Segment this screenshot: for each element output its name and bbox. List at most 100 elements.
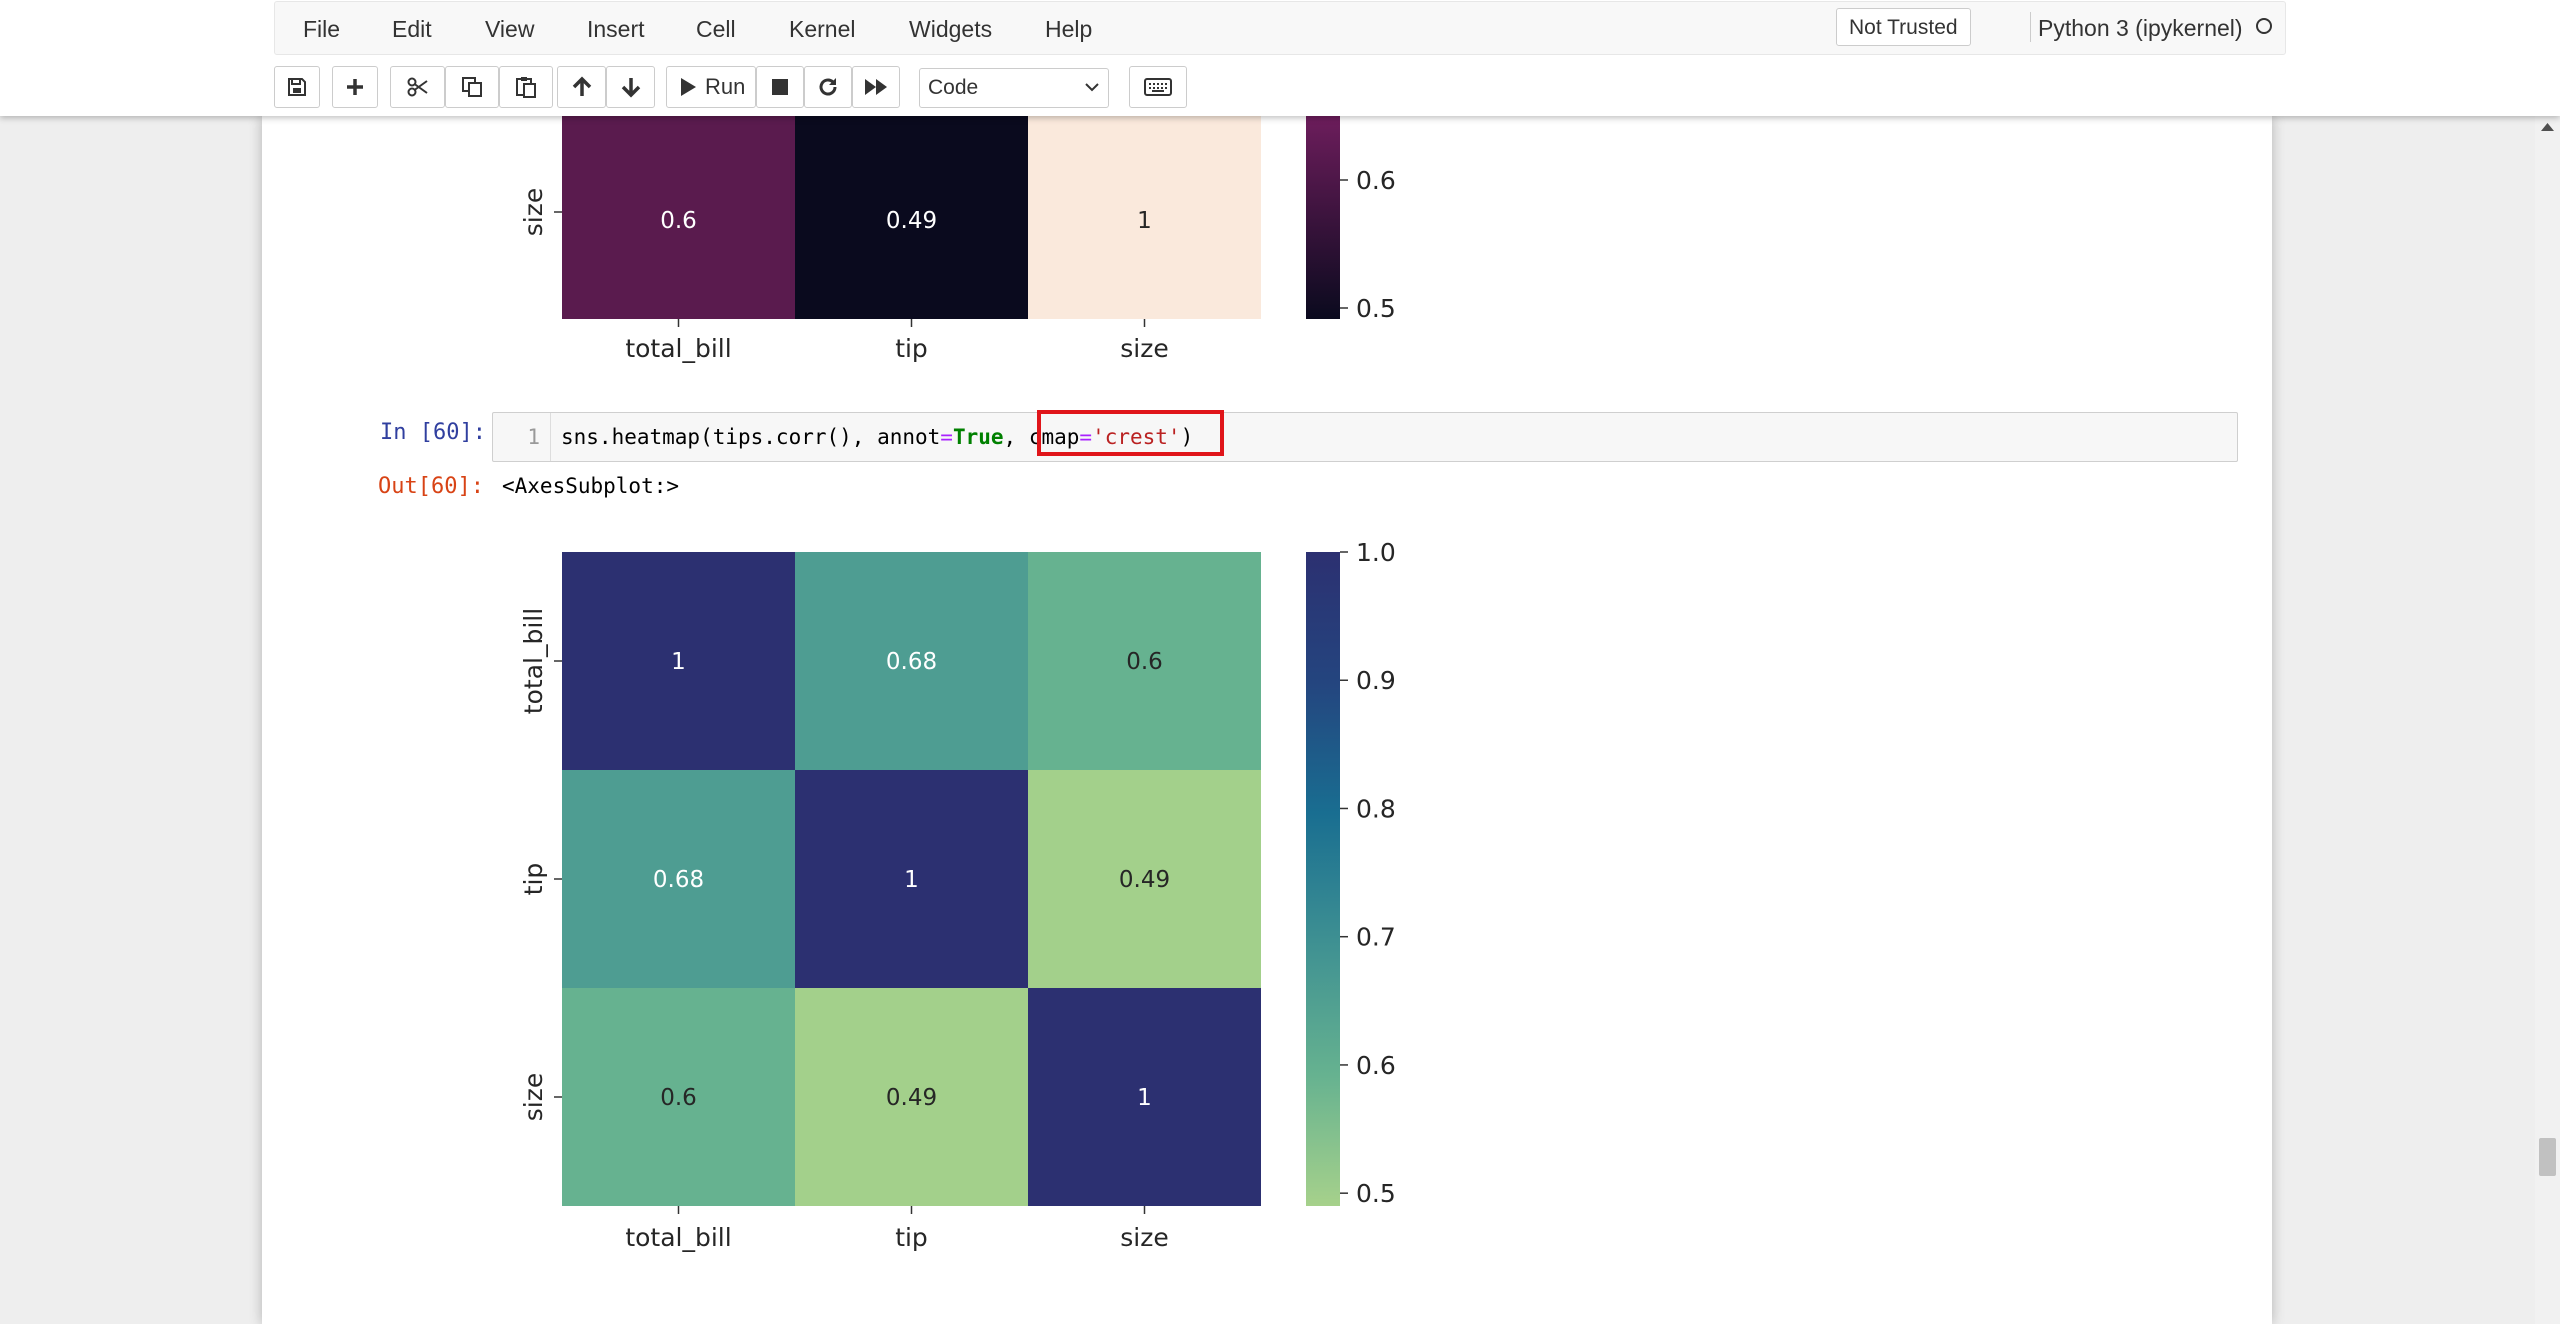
heatmap-cell-label: 0.49 [886, 1085, 937, 1111]
not-trusted-button[interactable]: Not Trusted [1836, 8, 1971, 46]
restart-run-all-button[interactable] [852, 66, 900, 108]
heatmap-cell-label: 0.6 [1126, 649, 1163, 675]
paste-button[interactable] [499, 66, 553, 108]
heatmap-cell-label: 0.68 [886, 649, 937, 675]
heatmap-cell-label: 0.68 [653, 867, 704, 893]
move-down-button[interactable] [606, 66, 655, 108]
kernel-separator [2030, 12, 2031, 42]
menu-cell[interactable]: Cell [696, 16, 736, 42]
heatmap-cell-label: 0.6 [660, 208, 697, 234]
colorbar-tick-label: 0.8 [1356, 794, 1396, 823]
plus-icon [347, 79, 363, 95]
heatmap-cell [795, 988, 1028, 1206]
x-tick-label: size [1120, 1223, 1168, 1252]
heatmap-cell-label: 0.6 [660, 1085, 697, 1111]
colorbar-tick-label: 0.6 [1356, 1051, 1396, 1080]
menu-kernel[interactable]: Kernel [789, 16, 856, 42]
code-true-keyword: True [952, 425, 1004, 449]
code-line[interactable]: sns.heatmap(tips.corr(), annot=True, cma… [561, 413, 1193, 461]
scrollbar-thumb[interactable] [2539, 1138, 2556, 1176]
notebook-container[interactable]: 0.6 0.49 1 0.6 0.5 total_bill tip size size In… [262, 116, 2272, 1324]
fast-forward-icon [865, 79, 887, 95]
heatmap-cell [562, 988, 795, 1206]
heatmap-cell [1028, 116, 1261, 319]
heatmap-cell [562, 116, 795, 319]
heatmap-cell-label: 1 [671, 649, 686, 675]
code-equals: = [940, 425, 953, 449]
y-tick-label: size [519, 1073, 548, 1121]
heatmap-cell [562, 770, 795, 988]
run-button[interactable]: Run [666, 66, 756, 108]
heatmap-cell [562, 552, 795, 770]
x-tick-label: total_bill [625, 334, 731, 363]
command-palette-button[interactable] [1129, 66, 1187, 108]
arrow-up-icon [572, 76, 591, 96]
copy-icon [462, 77, 482, 97]
menu-help[interactable]: Help [1045, 16, 1093, 42]
x-tick-label: size [1120, 334, 1168, 363]
heatmap-cell [795, 116, 1028, 319]
output-prompt: Out[60]: [378, 474, 484, 499]
insert-cell-button[interactable] [332, 66, 378, 108]
save-button[interactable] [274, 66, 320, 108]
heatmap-cell [795, 770, 1028, 988]
cell-type-select[interactable]: Code [919, 68, 1109, 108]
heatmap-cell [1028, 770, 1261, 988]
y-tick-label: tip [519, 863, 548, 896]
input-prompt: In [60]: [380, 420, 486, 445]
stop-icon [772, 79, 788, 95]
cell-type-value: Code [928, 76, 979, 99]
code-comma: , [1003, 425, 1029, 449]
heatmap-cell [1028, 552, 1261, 770]
y-tick-label: size [519, 188, 548, 236]
move-up-button[interactable] [557, 66, 606, 108]
code-crest-string: 'crest' [1092, 425, 1181, 449]
menu-bar: File Edit View Insert Cell Kernel Widget… [274, 1, 2286, 55]
colorbar [1306, 116, 1340, 319]
chevron-down-icon [1085, 83, 1099, 92]
menu-file[interactable]: File [303, 16, 341, 42]
save-icon [288, 78, 306, 96]
restart-icon [819, 78, 837, 96]
heatmap-cell-label: 0.49 [886, 208, 937, 234]
highlight-annotation-box [1037, 410, 1224, 456]
crest-heatmap: 1 0.68 0.6 0.68 1 0.49 0.6 0.49 1 1.0 0.9 0.8 0.7 0.… [519, 538, 1396, 1252]
heatmap-cell-label: 0.49 [1119, 867, 1170, 893]
menu-insert[interactable]: Insert [587, 16, 645, 42]
y-tick-label: total_bill [519, 608, 548, 714]
heatmap-cell [795, 552, 1028, 770]
output-text: <AxesSubplot:> [502, 474, 680, 498]
code-equals-2: = [1079, 425, 1093, 449]
cut-button[interactable] [390, 66, 445, 108]
interrupt-button[interactable] [756, 66, 804, 108]
notebook-header: File Edit View Insert Cell Kernel Widget… [0, 0, 2560, 116]
restart-button[interactable] [804, 66, 852, 108]
colorbar-tick-label: 0.9 [1356, 666, 1396, 695]
keyboard-icon [1144, 78, 1172, 96]
arrow-down-icon [621, 78, 640, 98]
code-cell[interactable]: 1 sns.heatmap(tips.corr(), annot=True, c… [492, 412, 2238, 462]
heatmap-cell [1028, 988, 1261, 1206]
x-tick-label: total_bill [625, 1223, 731, 1252]
colorbar-tick-label: 0.6 [1356, 166, 1396, 195]
menu-widgets[interactable]: Widgets [909, 16, 993, 42]
kernel-idle-icon [2256, 18, 2272, 34]
heatmap-cell-label: 1 [1137, 208, 1152, 234]
menu-edit[interactable]: Edit [392, 16, 432, 42]
colorbar [1306, 552, 1340, 1206]
cut-icon [407, 77, 428, 97]
code-call: sns.heatmap(tips.corr(), annot [561, 425, 941, 449]
kernel-name[interactable]: Python 3 (ipykernel) [2038, 15, 2243, 41]
scroll-up-icon[interactable] [2541, 122, 2554, 132]
heatmap-cell-label: 1 [904, 867, 919, 893]
colorbar-tick-label: 0.5 [1356, 294, 1396, 323]
heatmap-cell-label: 1 [1137, 1085, 1152, 1111]
paste-icon [516, 77, 536, 98]
colorbar-tick-label: 0.7 [1356, 923, 1396, 952]
run-label: Run [705, 74, 746, 99]
copy-button[interactable] [445, 66, 499, 108]
page-scrollbar[interactable] [2535, 116, 2560, 1324]
menu-view[interactable]: View [485, 16, 535, 42]
line-number: 1 [493, 413, 551, 461]
run-icon [681, 78, 696, 96]
